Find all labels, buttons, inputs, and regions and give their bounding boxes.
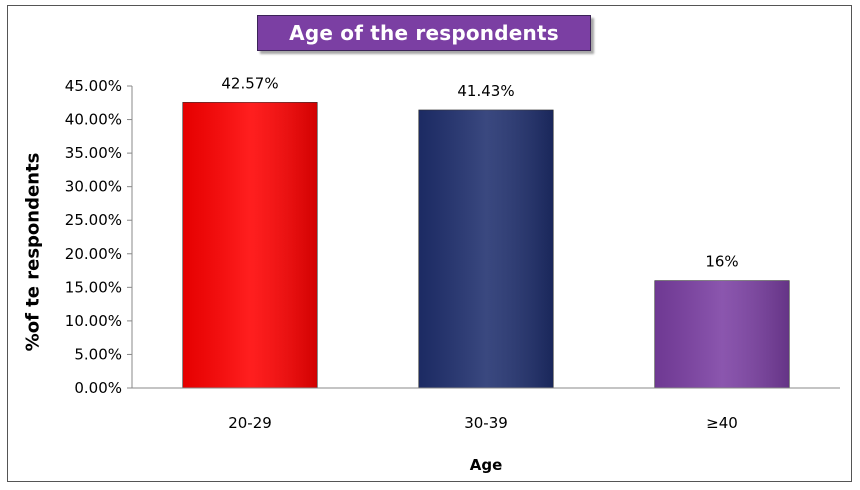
y-tick-label: 30.00%: [65, 178, 122, 196]
x-tick-label: ≥40: [706, 414, 738, 432]
chart-title-box: Age of the respondents: [257, 15, 591, 51]
x-tick-label: 20-29: [228, 414, 272, 432]
bar-shading: [654, 280, 790, 388]
y-tick-label: 45.00%: [65, 77, 122, 95]
y-tick-label: 35.00%: [65, 144, 122, 162]
chart-title: Age of the respondents: [289, 21, 559, 45]
y-tick-label: 5.00%: [74, 345, 122, 363]
y-tick-label: 40.00%: [65, 111, 122, 129]
y-tick-label: 10.00%: [65, 312, 122, 330]
data-label: 41.43%: [457, 82, 514, 100]
x-axis-label: Age: [470, 456, 503, 474]
data-label: 16%: [705, 253, 738, 271]
y-tick-label: 25.00%: [65, 211, 122, 229]
y-tick-label: 15.00%: [65, 278, 122, 296]
y-tick-label: 20.00%: [65, 245, 122, 263]
bar-shading: [418, 109, 554, 388]
y-tick-label: 0.00%: [74, 379, 122, 397]
bar-shading: [182, 102, 318, 389]
data-label: 42.57%: [221, 74, 278, 92]
x-tick-label: 30-39: [464, 414, 508, 432]
